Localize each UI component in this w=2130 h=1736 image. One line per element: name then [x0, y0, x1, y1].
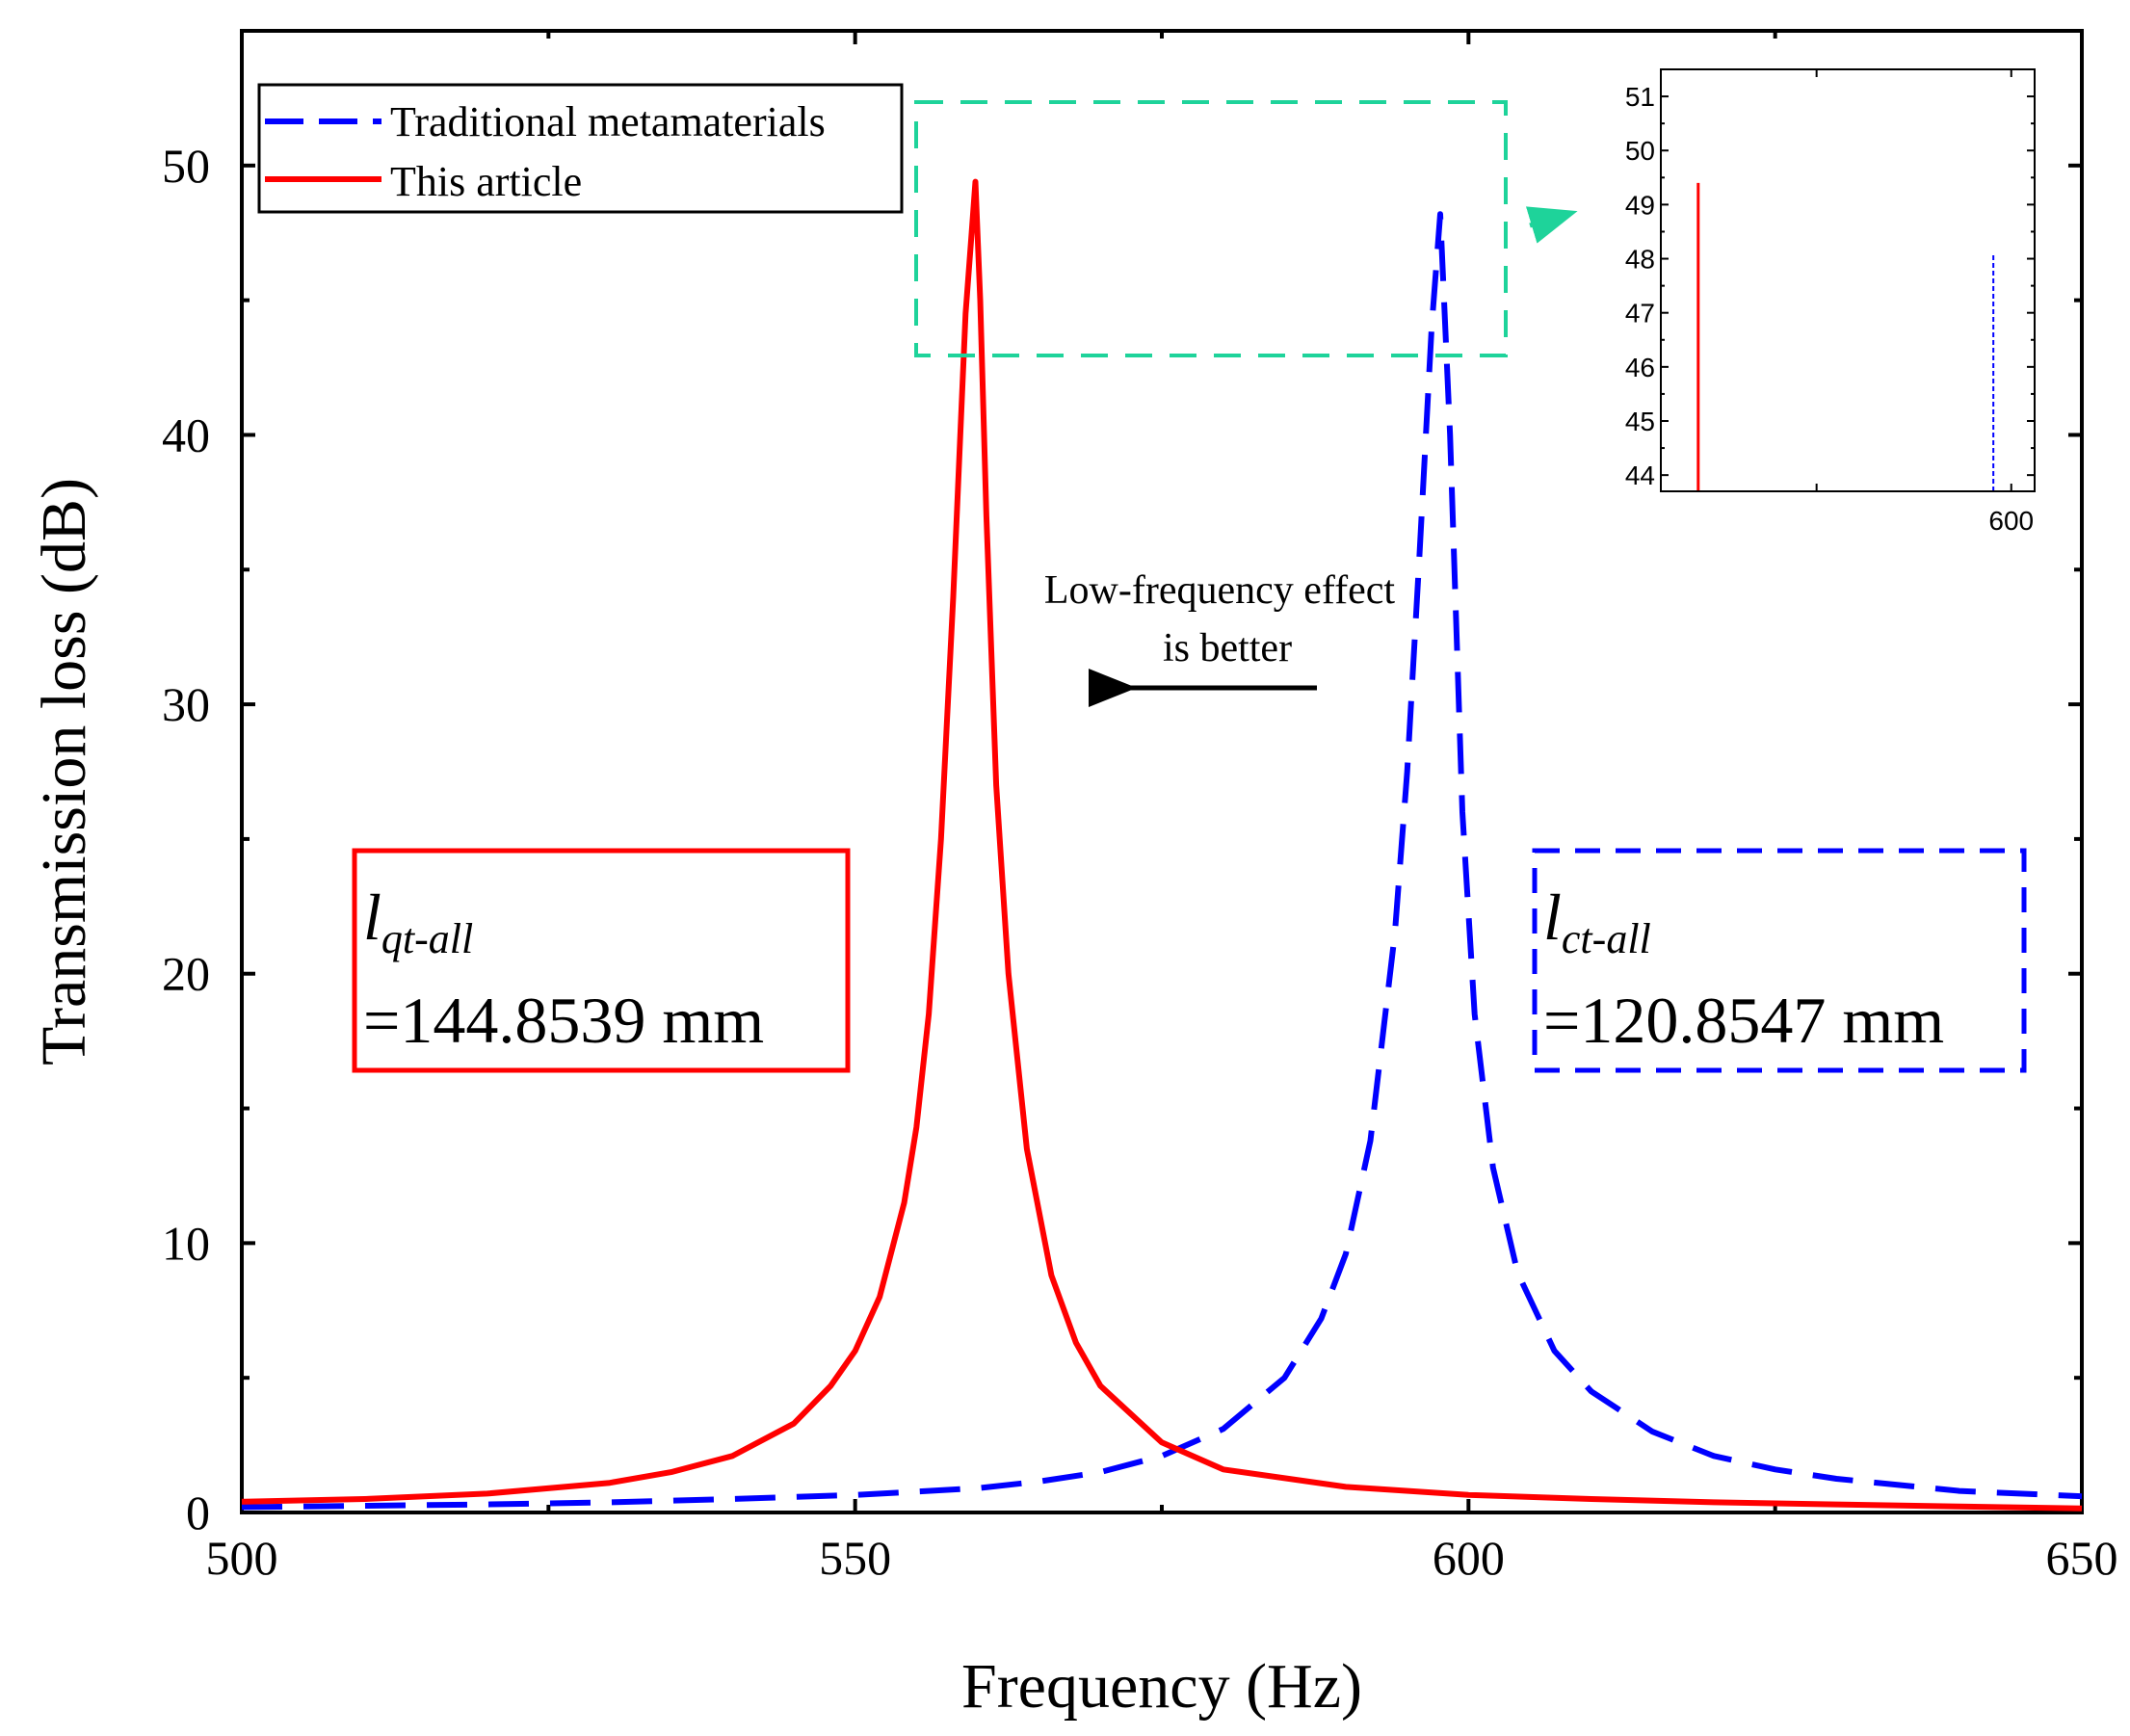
inset-y-tick-label: 51	[1625, 82, 1655, 112]
zoom-region-box	[914, 100, 1508, 357]
inset-content: 44 45 46 47 48 49 50 51 600	[1625, 69, 2035, 536]
inset-y-tick-label: 50	[1625, 136, 1655, 166]
red-length-value: =144.8539 mm	[363, 984, 764, 1057]
red-length-subscript: qt-all	[381, 915, 473, 962]
blue-length-subscript: ct-all	[1562, 915, 1651, 962]
annotation-text-line1: Low-frequency effect	[1044, 568, 1396, 613]
y-axis-title: Transmission loss (dB)	[29, 478, 99, 1065]
legend-box	[257, 83, 904, 214]
red-length-box-frame	[352, 848, 851, 1073]
axis-tick-labels: 500 550 600 650 0 10 20 30 40 50	[162, 139, 2118, 1585]
inset-y-tick-label: 46	[1625, 353, 1655, 382]
x-axis-title: Frequency (Hz)	[961, 1651, 1362, 1722]
y-tick-label: 50	[162, 139, 210, 193]
y-tick-label: 10	[162, 1216, 210, 1270]
blue-length-box: lct-all =120.8547 mm	[1532, 848, 2027, 1073]
inset-y-tick-label: 47	[1625, 299, 1655, 329]
x-tick-label: 650	[2046, 1531, 2118, 1585]
inset-y-tick-label: 48	[1625, 245, 1655, 275]
blue-length-box-frame	[1532, 848, 2027, 1073]
zoom-pointer-arrow	[1525, 206, 1578, 244]
x-tick-label: 600	[1433, 1531, 1505, 1585]
inset-background	[1661, 69, 2035, 491]
inset-frame	[1660, 68, 2036, 492]
inset-chart: 44 45 46 47 48 49 50 51 600	[1625, 68, 2036, 536]
inset-x-tick-label: 600	[1988, 506, 2034, 536]
series-line-traditional	[241, 211, 2083, 1511]
blue-length-symbol: lct-all	[1543, 881, 1651, 962]
inset-y-tick-label: 49	[1625, 190, 1655, 220]
x-tick-label: 500	[206, 1531, 278, 1585]
y-tick-label: 40	[162, 408, 210, 461]
y-tick-label: 0	[186, 1486, 210, 1539]
series-line-this-article	[241, 178, 2083, 1512]
red-length-box: lqt-all =144.8539 mm	[352, 848, 851, 1073]
y-tick-label: 30	[162, 677, 210, 731]
legend-label-this-article: This article	[390, 158, 582, 205]
inset-y-tick-label: 45	[1625, 407, 1655, 436]
red-length-symbol: lqt-all	[363, 881, 473, 962]
legend-label-traditional: Traditional metamaterials	[390, 98, 826, 145]
blue-length-l: l	[1543, 881, 1562, 954]
x-tick-label: 550	[819, 1531, 891, 1585]
y-tick-label: 20	[162, 947, 210, 1001]
annotation-text-line2: is better	[1163, 626, 1292, 671]
blue-length-value: =120.8547 mm	[1543, 984, 1944, 1057]
inset-y-tick-label: 44	[1625, 460, 1655, 490]
legend: Traditional metamaterials This article	[257, 83, 904, 214]
series-layer	[241, 178, 2083, 1512]
red-length-l: l	[363, 881, 381, 954]
